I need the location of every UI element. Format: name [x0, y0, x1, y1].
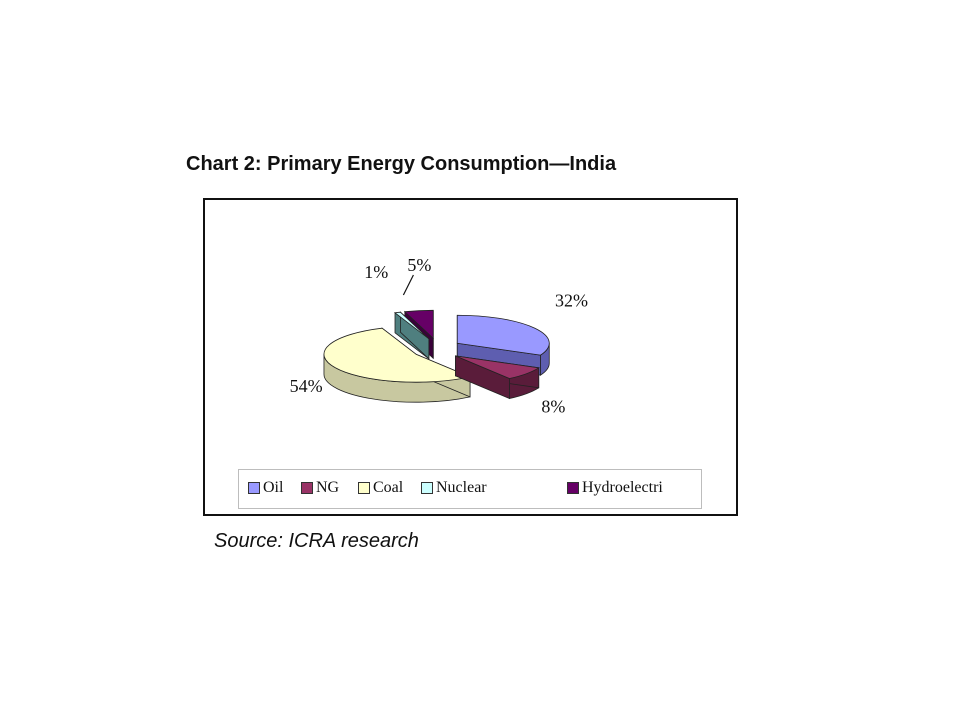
pie-label-oil: 32%: [555, 290, 588, 310]
pie-top-oil: [456, 314, 550, 356]
legend-swatch-nuclear: [421, 482, 433, 494]
pie-label-hydroelectri: 5%: [407, 255, 431, 275]
legend-item-oil: Oil: [248, 479, 283, 497]
pie-label-ng: 8%: [541, 396, 565, 416]
legend-label-coal: Coal: [373, 479, 404, 496]
pie-chart: 32% 8% 54% 1% 5%: [290, 255, 588, 416]
legend-swatch-oil: [248, 482, 260, 494]
pie-top-nuclear: [393, 311, 430, 340]
pie-top-hydroelectri: [403, 309, 434, 340]
legend-label-hydroelectri: Hydroelectri: [582, 479, 663, 496]
legend-label-oil: Oil: [263, 479, 284, 496]
chart-title: Chart 2: Primary Energy Consumption—Indi…: [186, 153, 617, 175]
pie-top-coal: [323, 327, 472, 383]
pie-slice-coal: [323, 327, 472, 403]
legend-item-coal: Coal: [358, 479, 403, 497]
legend-swatch-hydroelectri: [567, 482, 579, 494]
pie-top-ng: [455, 355, 540, 379]
legend-label-nuclear: Nuclear: [436, 479, 487, 496]
source-note: Source: ICRA research: [214, 530, 419, 552]
pie-label-coal: 54%: [290, 376, 323, 396]
legend-item-hydroelectri: Hydroelectri: [567, 479, 663, 497]
pie-slice-nuclear: [393, 311, 430, 360]
pie-slice-ng: [455, 355, 540, 400]
legend-item-nuclear: Nuclear: [421, 479, 487, 497]
legend: Oil NG Coal Nuclear Hydroelectri: [238, 469, 702, 509]
legend-item-ng: NG: [301, 479, 339, 497]
pie-label-nuclear: 1%: [364, 262, 388, 282]
legend-swatch-ng: [301, 482, 313, 494]
pie-leader-line: [402, 274, 414, 296]
chart-frame: 32% 8% 54% 1% 5% Oil NG Coal Nuclear Hydroel…: [203, 198, 738, 516]
legend-label-ng: NG: [316, 479, 340, 496]
legend-swatch-coal: [358, 482, 370, 494]
